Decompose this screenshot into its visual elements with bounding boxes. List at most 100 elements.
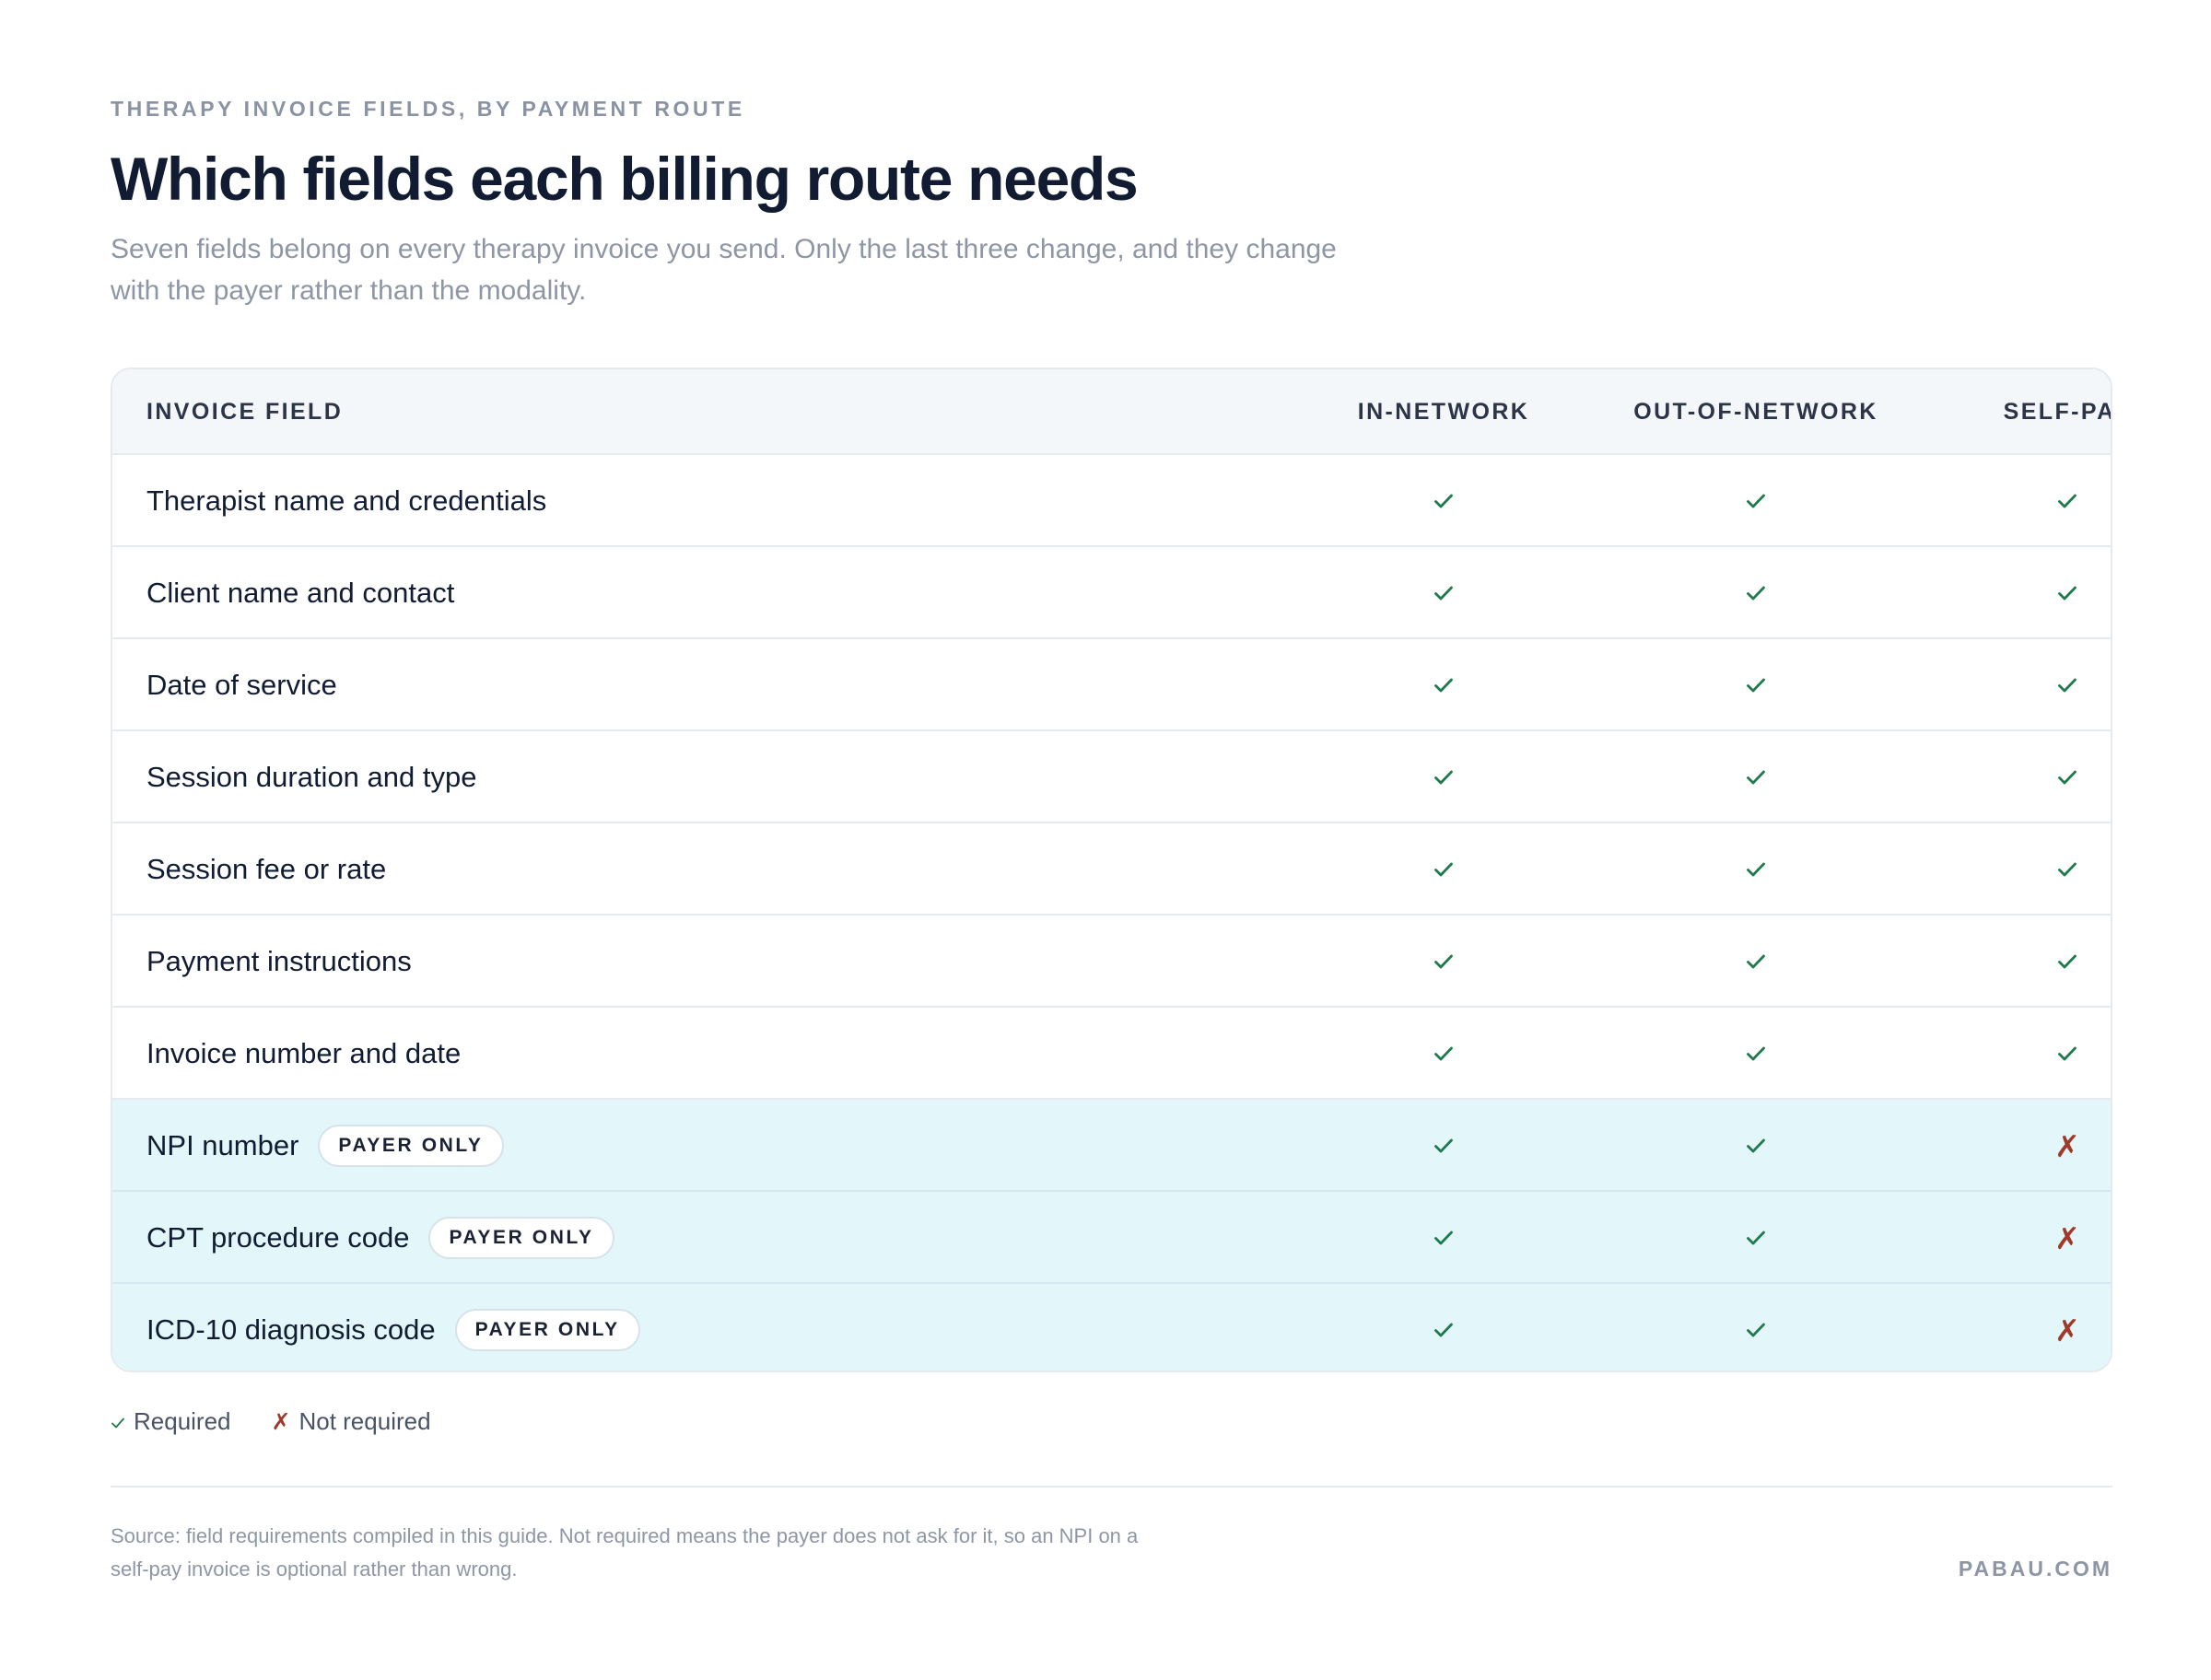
table-row: Client name and contact (112, 547, 2111, 639)
field-label: NPI number (146, 1129, 299, 1161)
field-label: Payment instructions (146, 945, 412, 977)
check-icon (2057, 1045, 2077, 1062)
table-row: Date of service (112, 639, 2111, 731)
cell-self-pay (1911, 916, 2111, 1008)
field-label: Session duration and type (146, 761, 477, 793)
cell-in-network (1287, 1008, 1600, 1100)
check-icon (1746, 1138, 1766, 1154)
table-row: Invoice number and date (112, 1008, 2111, 1100)
header-invoice-field: INVOICE FIELD (146, 399, 344, 425)
check-icon (1746, 585, 1766, 601)
cell-out-of-network (1599, 916, 1913, 1008)
cell-self-pay (1911, 639, 2111, 731)
cell-self-pay (1911, 731, 2111, 823)
cell-in-network (1287, 639, 1600, 731)
check-icon (2057, 585, 2077, 601)
source-note: Source: field requirements compiled in t… (111, 1524, 1139, 1581)
cross-icon: ✗ (271, 1408, 291, 1435)
cell-out-of-network (1599, 1192, 1913, 1284)
field-name: ICD-10 diagnosis code PAYER ONLY (146, 1284, 640, 1371)
cell-self-pay: ✗ (1911, 1100, 2111, 1192)
field-name: Date of service (146, 639, 337, 731)
cross-icon: ✗ (2054, 1219, 2080, 1256)
legend-required-label: Required (134, 1407, 231, 1435)
cell-in-network (1287, 916, 1600, 1008)
cell-self-pay (1911, 1008, 2111, 1100)
eyebrow: THERAPY INVOICE FIELDS, BY PAYMENT ROUTE (111, 97, 745, 121)
header-self-pay: SELF-PAY (2003, 399, 2112, 425)
cell-out-of-network (1599, 1284, 1913, 1371)
cell-self-pay (1911, 547, 2111, 639)
field-name: Payment instructions (146, 916, 412, 1008)
table-row: CPT procedure code PAYER ONLY ✗ (112, 1192, 2111, 1284)
table-header: INVOICE FIELD IN-NETWORK OUT-OF-NETWORK … (112, 369, 2111, 455)
cell-in-network (1287, 1100, 1600, 1192)
check-icon (1433, 1230, 1454, 1246)
check-icon (1433, 1045, 1454, 1062)
check-icon (1746, 1322, 1766, 1338)
field-label: Session fee or rate (146, 853, 387, 885)
table-row: Therapist name and credentials (112, 455, 2111, 547)
cell-in-network (1287, 547, 1600, 639)
fields-table: INVOICE FIELD IN-NETWORK OUT-OF-NETWORK … (111, 368, 2112, 1372)
legend-not-required-label: Not required (298, 1407, 431, 1435)
cross-icon: ✗ (2054, 1312, 2080, 1348)
check-icon (2057, 953, 2077, 970)
field-name: Invoice number and date (146, 1008, 461, 1100)
check-icon (1433, 769, 1454, 786)
page-title: Which fields each billing route needs (111, 145, 1139, 213)
field-label: Date of service (146, 669, 337, 701)
check-icon (1433, 585, 1454, 601)
field-name: NPI number PAYER ONLY (146, 1100, 504, 1192)
cell-out-of-network (1599, 1100, 1913, 1192)
table-row: Session duration and type (112, 731, 2111, 823)
check-icon (1433, 1322, 1454, 1338)
page-subtitle: Seven fields belong on every therapy inv… (111, 234, 1337, 306)
field-name: Client name and contact (146, 547, 454, 639)
field-label: CPT procedure code (146, 1221, 410, 1254)
check-icon (2057, 861, 2077, 878)
header-out-of-network: OUT-OF-NETWORK (1633, 399, 1878, 425)
cell-out-of-network (1599, 455, 1913, 547)
cell-out-of-network (1599, 547, 1913, 639)
cell-in-network (1287, 455, 1600, 547)
check-icon (1433, 861, 1454, 878)
payer-only-badge: PAYER ONLY (454, 1309, 640, 1351)
table-row: NPI number PAYER ONLY ✗ (112, 1100, 2111, 1192)
legend-required: Required (111, 1407, 231, 1436)
table-row: ICD-10 diagnosis code PAYER ONLY ✗ (112, 1284, 2111, 1371)
check-icon (1433, 493, 1454, 509)
cell-self-pay: ✗ (1911, 1284, 2111, 1371)
field-label: Invoice number and date (146, 1037, 462, 1069)
cell-out-of-network (1599, 639, 1913, 731)
field-label: ICD-10 diagnosis code (146, 1313, 436, 1346)
check-icon (1746, 769, 1766, 786)
check-icon (2057, 493, 2077, 509)
table-row: Payment instructions (112, 916, 2111, 1008)
cell-self-pay: ✗ (1911, 1192, 2111, 1284)
check-icon (1746, 1045, 1766, 1062)
field-name: Session fee or rate (146, 823, 386, 916)
field-name: CPT procedure code PAYER ONLY (146, 1192, 614, 1284)
field-name: Session duration and type (146, 731, 476, 823)
divider (111, 1486, 2112, 1488)
field-name: Therapist name and credentials (146, 455, 546, 547)
payer-only-badge: PAYER ONLY (428, 1217, 614, 1259)
check-icon (1433, 677, 1454, 694)
cell-out-of-network (1599, 823, 1913, 916)
brand-label: PABAU.COM (1958, 1557, 2112, 1581)
field-label: Therapist name and credentials (146, 484, 547, 517)
legend-not-required: ✗ Not required (272, 1407, 431, 1436)
cell-self-pay (1911, 823, 2111, 916)
cross-icon: ✗ (2054, 1127, 2080, 1164)
check-icon (1746, 677, 1766, 694)
check-icon (1746, 953, 1766, 970)
table-row: Session fee or rate (112, 823, 2111, 916)
check-icon (1433, 1138, 1454, 1154)
field-label: Client name and contact (146, 577, 455, 609)
cell-out-of-network (1599, 731, 1913, 823)
cell-out-of-network (1599, 1008, 1913, 1100)
check-icon (111, 1407, 125, 1436)
check-icon (1746, 493, 1766, 509)
check-icon (2057, 769, 2077, 786)
